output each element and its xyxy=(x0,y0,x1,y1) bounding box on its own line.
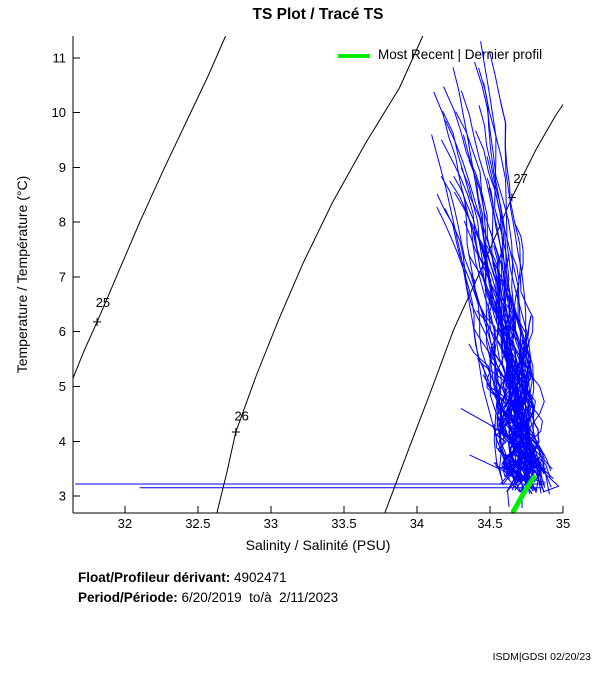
y-tick-label: 10 xyxy=(52,105,66,120)
float-id-label: Float/Profileur dérivant: xyxy=(78,570,231,585)
y-tick-label: 4 xyxy=(59,434,66,449)
y-tick-label: 8 xyxy=(59,215,66,230)
contour-plus-marker xyxy=(231,427,240,436)
x-tick-label: 35 xyxy=(556,516,570,531)
legend: Most Recent | Dernier profil xyxy=(338,47,542,62)
chart-title: TS Plot / Tracé TS xyxy=(252,6,384,23)
float-id-line: Float/Profileur dérivant: 4902471 xyxy=(78,568,338,588)
x-tick-label: 34 xyxy=(410,516,424,531)
float-id-value: 4902471 xyxy=(230,570,287,585)
contour-label: 26 xyxy=(234,408,248,423)
period-value: 6/20/2019 to/à 2/11/2023 xyxy=(177,590,339,605)
plot-footer: Float/Profileur dérivant: 4902471 Period… xyxy=(78,568,338,608)
contour-plus-marker xyxy=(93,317,102,326)
y-axis-label: Temperature / Température (°C) xyxy=(14,176,30,374)
x-tick-label: 34.5 xyxy=(477,516,502,531)
y-tick-label: 7 xyxy=(59,269,66,284)
x-axis-label: Salinity / Salinité (PSU) xyxy=(246,537,391,553)
period-line: Period/Période: 6/20/2019 to/à 2/11/2023 xyxy=(78,588,338,608)
density-contour-25: 25 xyxy=(72,35,227,379)
x-tick-label: 33.5 xyxy=(331,516,356,531)
most-recent-line-swatch xyxy=(338,53,370,58)
y-tick-label: 9 xyxy=(59,160,66,175)
legend-label: Most Recent | Dernier profil xyxy=(378,47,543,62)
most-recent-profile xyxy=(510,474,537,514)
x-tick-label: 33 xyxy=(264,516,278,531)
y-tick-label: 3 xyxy=(59,489,66,504)
density-contour-26: 26 xyxy=(216,35,424,514)
x-tick-label: 32 xyxy=(118,516,132,531)
y-tick-label: 6 xyxy=(59,324,66,339)
y-tick-label: 11 xyxy=(53,50,67,65)
axes xyxy=(72,36,564,514)
watermark: ISDM|GDSI 02/20/23 xyxy=(492,651,591,663)
y-tick-label: 5 xyxy=(59,379,66,394)
contour-label: 25 xyxy=(96,295,110,310)
period-label: Period/Période: xyxy=(78,590,178,605)
contour-label: 27 xyxy=(513,171,527,186)
profile-lines xyxy=(75,41,560,509)
x-tick-label: 32.5 xyxy=(185,516,210,531)
